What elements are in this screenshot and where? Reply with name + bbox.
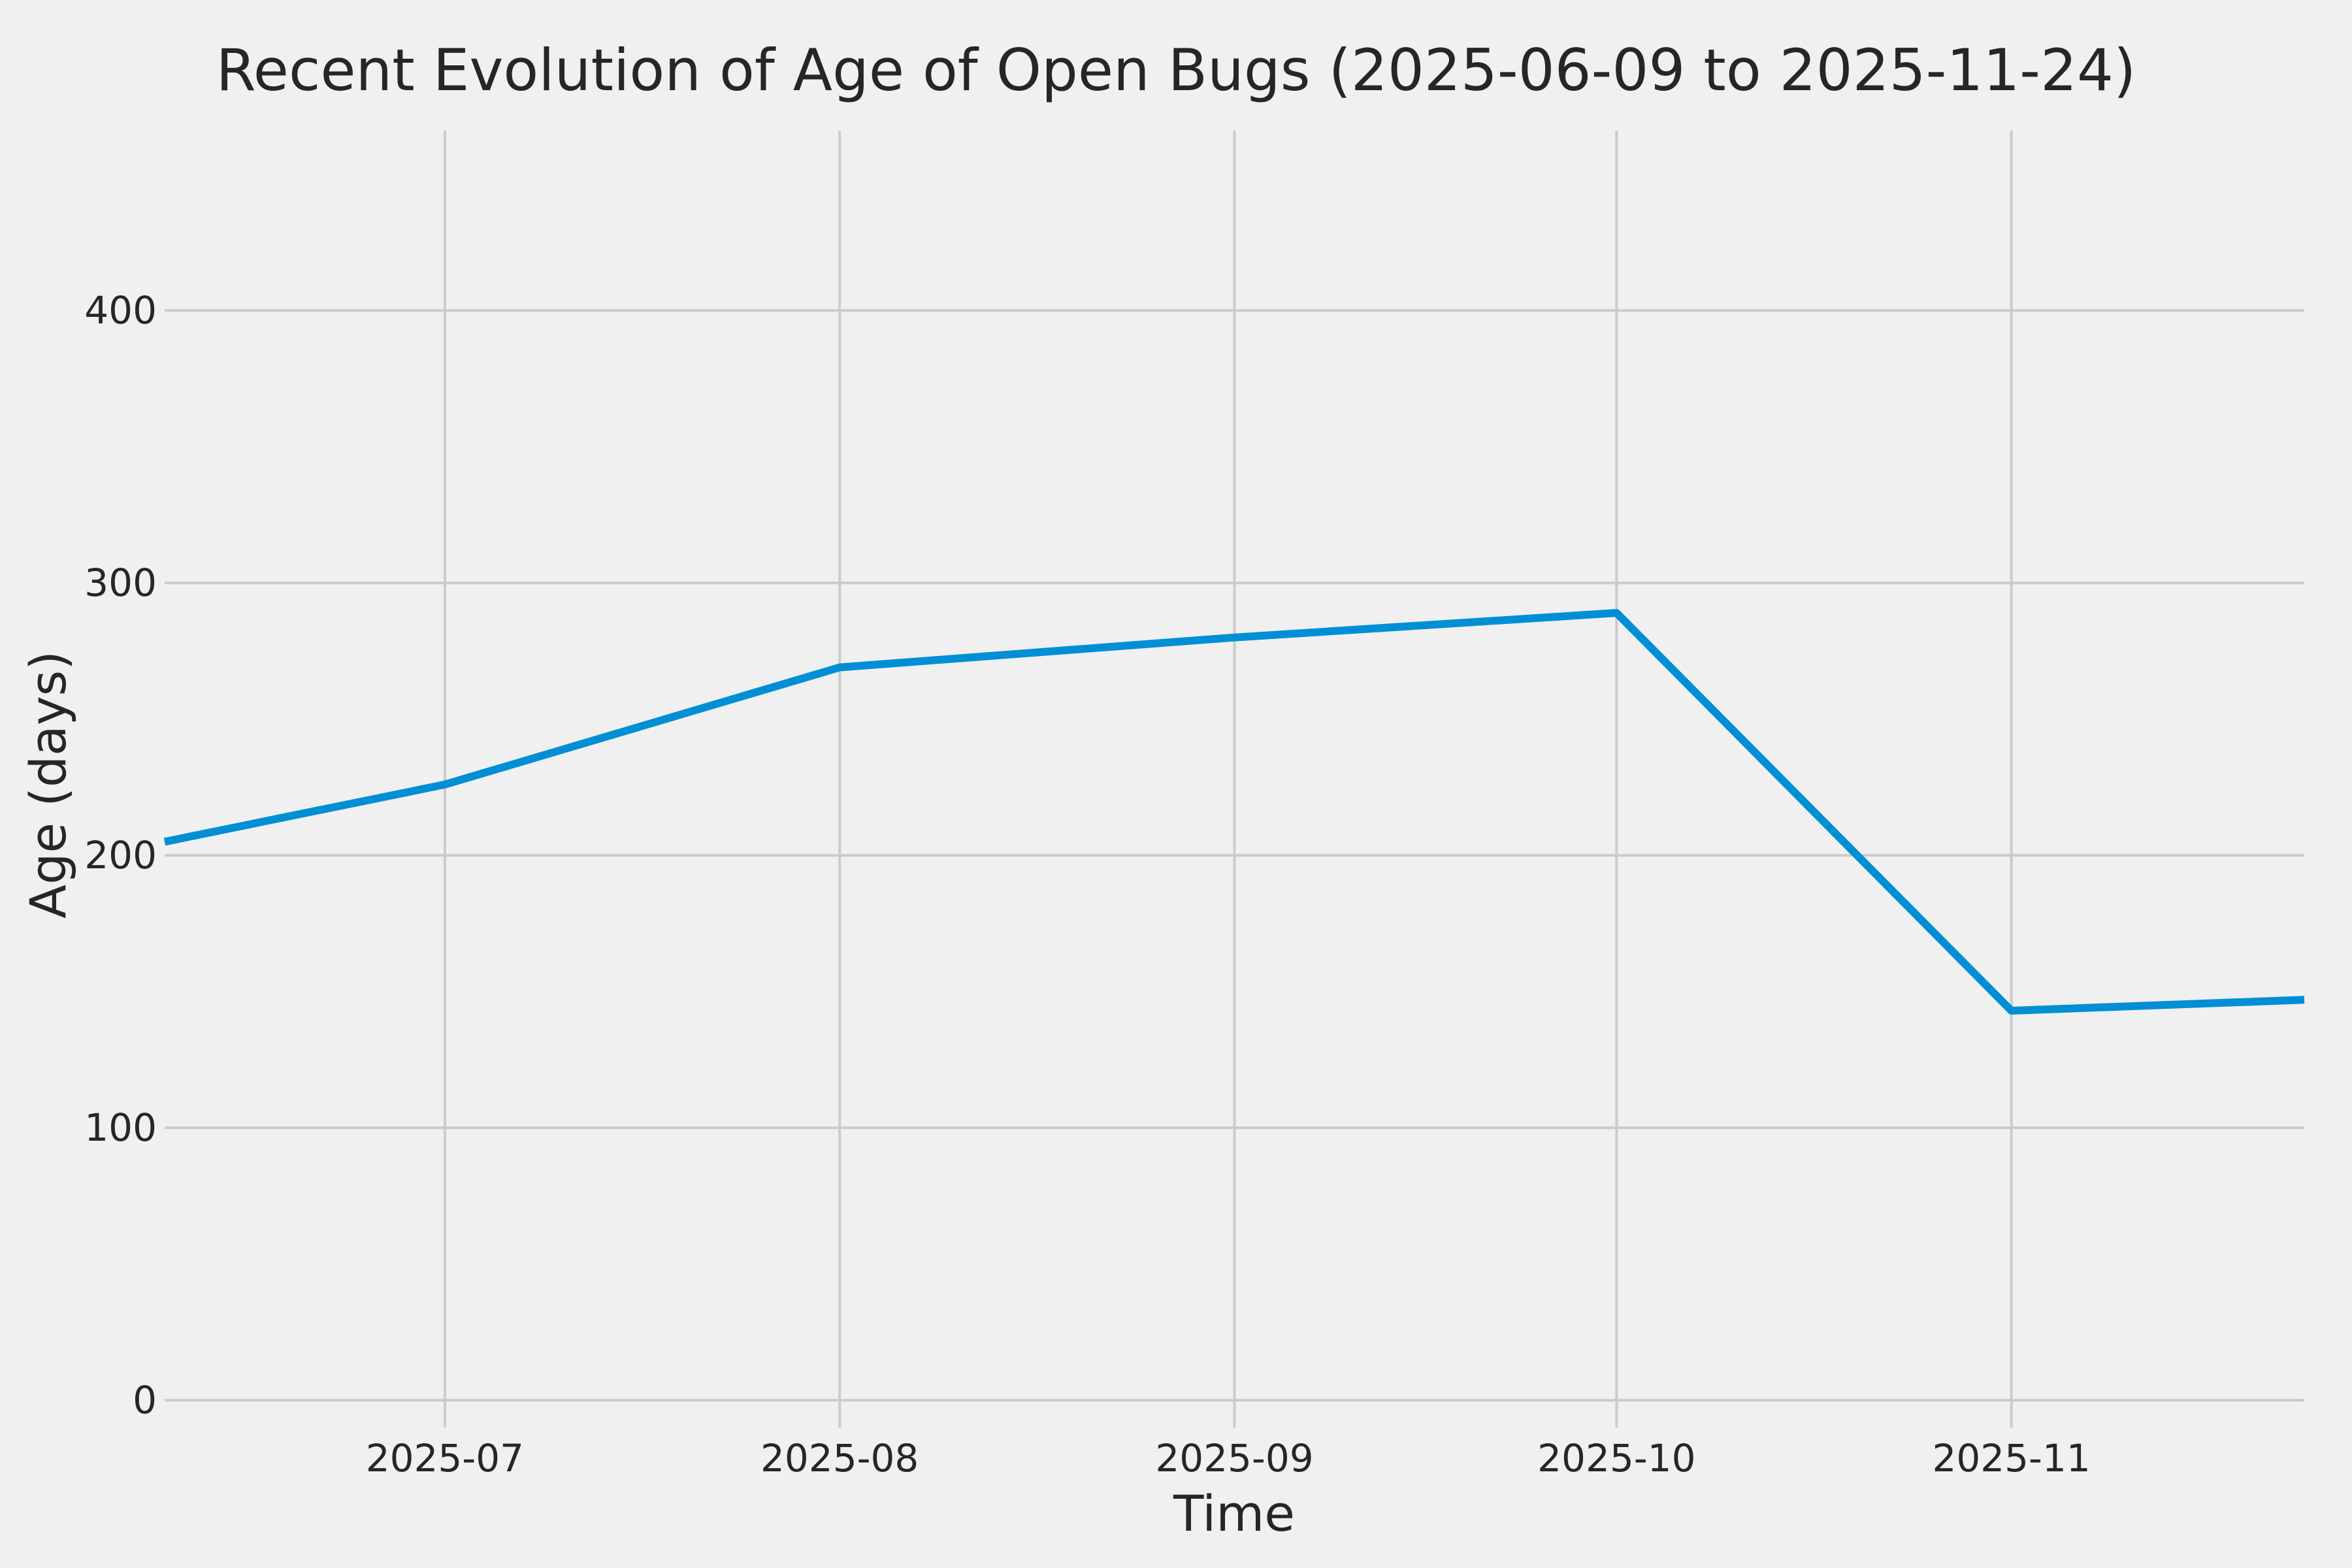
x-tick-label: 2025-07: [365, 1436, 525, 1480]
x-tick-label: 2025-09: [1155, 1436, 1314, 1480]
y-tick-label: 300: [84, 561, 157, 606]
chart-title: Recent Evolution of Age of Open Bugs (20…: [216, 37, 2136, 104]
x-axis-label: Time: [1173, 1484, 1295, 1543]
x-tick-label: 2025-10: [1537, 1436, 1696, 1480]
x-tick-label: 2025-08: [760, 1436, 919, 1480]
y-tick-label: 200: [84, 833, 157, 878]
data-line: [163, 609, 2305, 1015]
y-tick-label: 0: [133, 1378, 157, 1423]
y-axis-label: Age (days): [19, 651, 77, 919]
y-tick-label: 100: [84, 1105, 157, 1151]
y-tick-label: 400: [84, 288, 157, 333]
x-tick-label: 2025-11: [1932, 1436, 2091, 1480]
